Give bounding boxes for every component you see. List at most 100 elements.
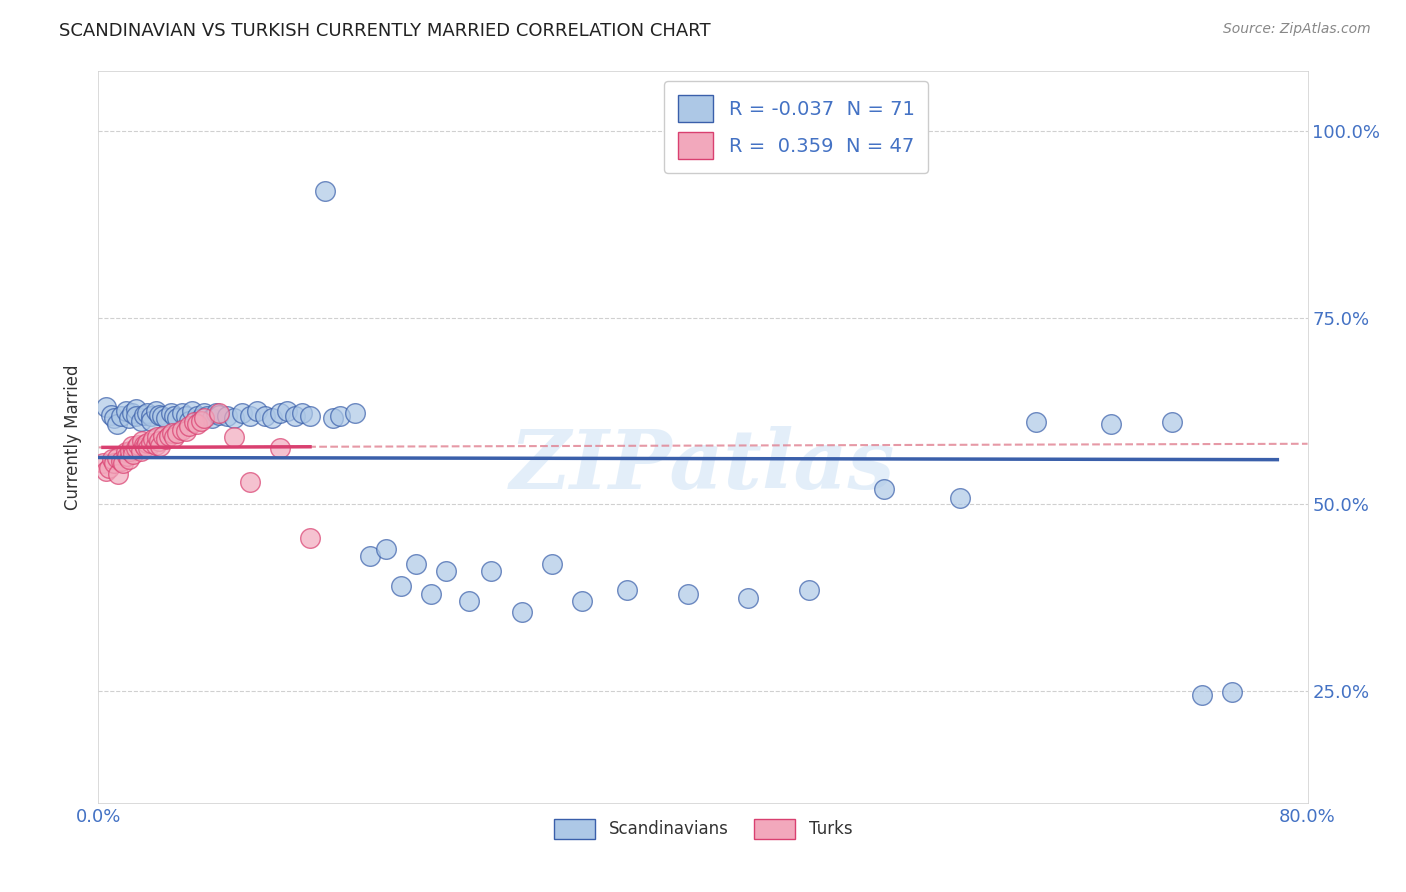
Point [873, 483, 896, 497]
Point [166, 411, 188, 425]
Point [190, 411, 212, 425]
Point [114, 445, 136, 459]
Point [125, 401, 148, 416]
Point [193, 406, 215, 420]
Point [224, 411, 246, 425]
Point [186, 409, 208, 424]
Point [94, 401, 117, 415]
Point [159, 428, 181, 442]
Point [322, 411, 344, 425]
Legend: Scandinavians, Turks: Scandinavians, Turks [547, 812, 859, 846]
Point [405, 557, 427, 571]
Point [284, 409, 307, 424]
Point [676, 587, 699, 601]
Point [118, 411, 141, 425]
Point [148, 408, 170, 422]
Point [110, 409, 132, 424]
Point [314, 184, 336, 198]
Point [1099, 417, 1122, 431]
Point [125, 442, 148, 456]
Point [344, 406, 367, 420]
Point [103, 456, 125, 470]
Point [135, 436, 157, 450]
Point [166, 426, 188, 441]
Point [179, 414, 201, 428]
Point [145, 437, 167, 451]
Text: Source: ZipAtlas.com: Source: ZipAtlas.com [1223, 22, 1371, 37]
Point [170, 406, 193, 420]
Point [134, 440, 156, 454]
Point [155, 432, 177, 446]
Point [299, 531, 322, 545]
Point [797, 583, 820, 598]
Point [163, 409, 186, 424]
Point [239, 475, 262, 489]
Point [152, 428, 174, 442]
Point [269, 442, 291, 456]
Point [215, 409, 238, 424]
Point [146, 430, 169, 444]
Point [160, 406, 183, 420]
Point [100, 408, 122, 422]
Point [141, 436, 163, 450]
Point [127, 437, 149, 451]
Point [616, 583, 638, 598]
Point [457, 594, 479, 608]
Point [129, 414, 152, 428]
Point [91, 456, 114, 470]
Point [136, 442, 159, 456]
Point [107, 467, 129, 482]
Point [205, 406, 228, 420]
Point [190, 414, 212, 428]
Point [1160, 415, 1182, 429]
Point [163, 430, 186, 444]
Point [1220, 685, 1243, 699]
Point [110, 454, 132, 468]
Point [145, 404, 167, 418]
Point [231, 406, 253, 420]
Point [481, 565, 503, 579]
Point [253, 409, 276, 424]
Point [179, 418, 201, 433]
Point [299, 409, 322, 424]
Point [291, 406, 314, 420]
Point [131, 434, 153, 448]
Point [120, 443, 142, 458]
Point [208, 406, 231, 420]
Point [276, 404, 298, 418]
Point [949, 491, 972, 506]
Y-axis label: Currently Married: Currently Married [65, 364, 83, 510]
Point [149, 439, 172, 453]
Point [360, 549, 382, 564]
Point [1024, 415, 1046, 429]
Point [201, 411, 224, 425]
Point [510, 606, 533, 620]
Point [195, 409, 218, 424]
Point [174, 424, 197, 438]
Point [246, 404, 269, 418]
Point [150, 409, 173, 424]
Point [1191, 688, 1213, 702]
Point [224, 430, 246, 444]
Point [420, 587, 443, 601]
Text: SCANDINAVIAN VS TURKISH CURRENTLY MARRIED CORRELATION CHART: SCANDINAVIAN VS TURKISH CURRENTLY MARRIE… [59, 22, 710, 40]
Point [114, 404, 136, 418]
Point [155, 411, 177, 425]
Point [374, 542, 396, 557]
Point [118, 452, 141, 467]
Point [571, 594, 593, 608]
Point [121, 439, 143, 453]
Point [135, 406, 157, 420]
Point [132, 437, 155, 451]
Point [121, 406, 143, 420]
Point [239, 409, 262, 424]
Point [105, 450, 128, 465]
Point [193, 411, 215, 425]
Point [174, 409, 197, 424]
Point [115, 449, 138, 463]
Point [269, 406, 291, 420]
Point [389, 579, 412, 593]
Point [141, 409, 163, 424]
Point [162, 426, 184, 441]
Point [148, 434, 170, 448]
